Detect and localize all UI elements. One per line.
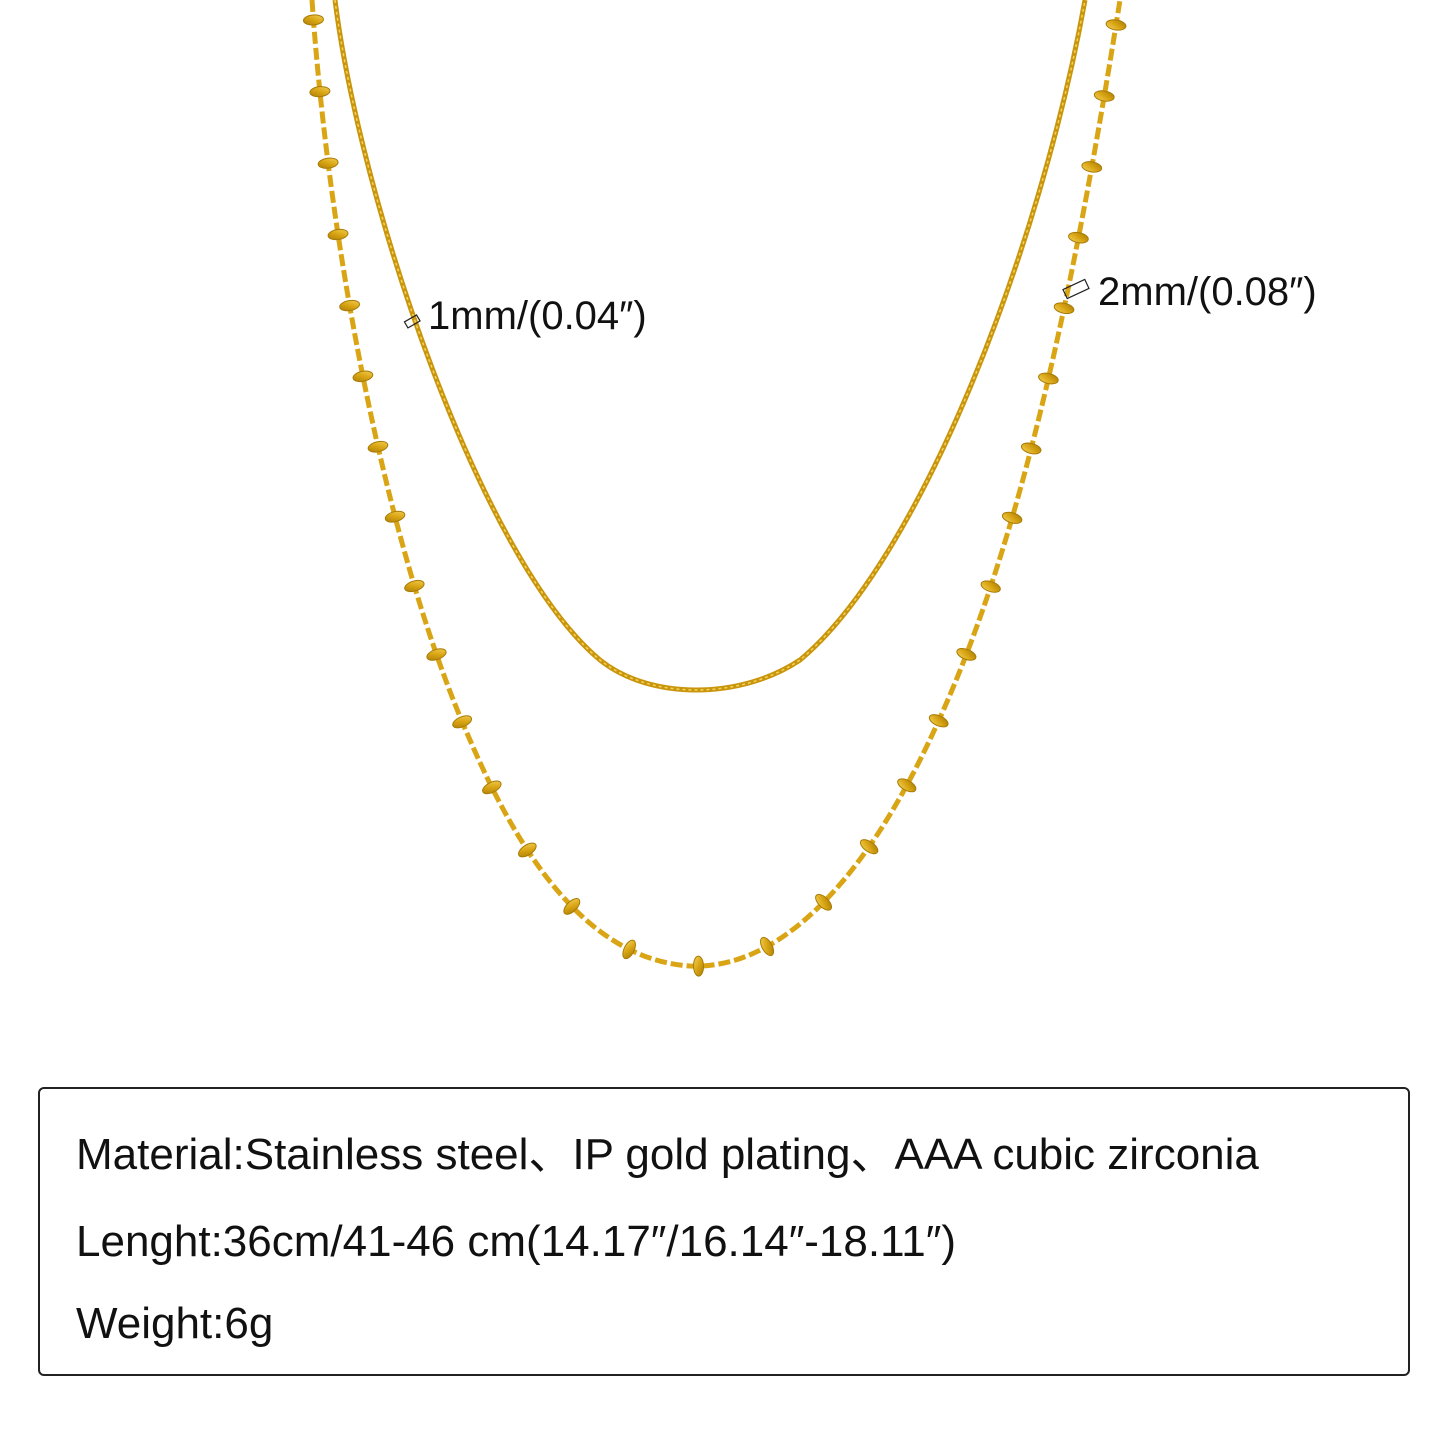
length-spec: Lenght:36cm/41-46 cm(14.17″/16.14″-18.11… <box>76 1217 956 1266</box>
snake-chain <box>332 0 1088 693</box>
chain-bead <box>384 510 406 523</box>
chain-bead <box>302 14 324 26</box>
chain-bead <box>518 842 537 858</box>
necklace-illustration <box>302 0 1127 977</box>
chain-beads <box>302 14 1127 977</box>
thin-chain-width-label: 1mm/(0.04″) <box>428 294 647 338</box>
chain-bead <box>1093 90 1115 102</box>
beaded-chain-width-label: 2mm/(0.08″) <box>1098 270 1317 314</box>
chain-bead <box>760 936 775 957</box>
chain-bead <box>404 579 425 593</box>
chain-bead <box>928 714 949 728</box>
beaded-chain <box>309 0 1123 969</box>
chain-bead <box>352 370 374 383</box>
chain-bead <box>452 715 473 729</box>
chain-bead <box>309 86 331 98</box>
chain-bead <box>980 580 1001 593</box>
width-marker-icon <box>403 278 1090 329</box>
chain-bead <box>1081 161 1103 173</box>
chain-bead <box>367 440 389 453</box>
material-spec: Material:Stainless steel、IP gold plating… <box>76 1130 1259 1179</box>
chain-bead <box>1105 19 1127 31</box>
chain-bead <box>1038 372 1059 385</box>
chain-bead <box>317 157 339 169</box>
chain-bead <box>622 939 636 960</box>
chain-bead <box>815 893 833 911</box>
chain-bead <box>1068 231 1089 244</box>
chain-bead <box>426 648 447 661</box>
chain-bead <box>1053 302 1075 315</box>
chain-bead <box>339 299 361 312</box>
chain-bead <box>956 647 977 661</box>
snake-chain-highlight <box>334 0 1086 691</box>
chain-bead <box>482 780 502 795</box>
chain-bead <box>1001 511 1023 524</box>
weight-spec: Weight:6g <box>76 1299 274 1348</box>
chain-bead <box>693 955 705 977</box>
chain-bead <box>327 228 349 241</box>
chain-bead <box>859 839 879 855</box>
chain-bead <box>563 898 581 915</box>
specifications-box: Material:Stainless steel、IP gold plating… <box>38 1087 1410 1376</box>
chain-bead <box>1020 442 1042 455</box>
chain-bead <box>897 778 917 793</box>
